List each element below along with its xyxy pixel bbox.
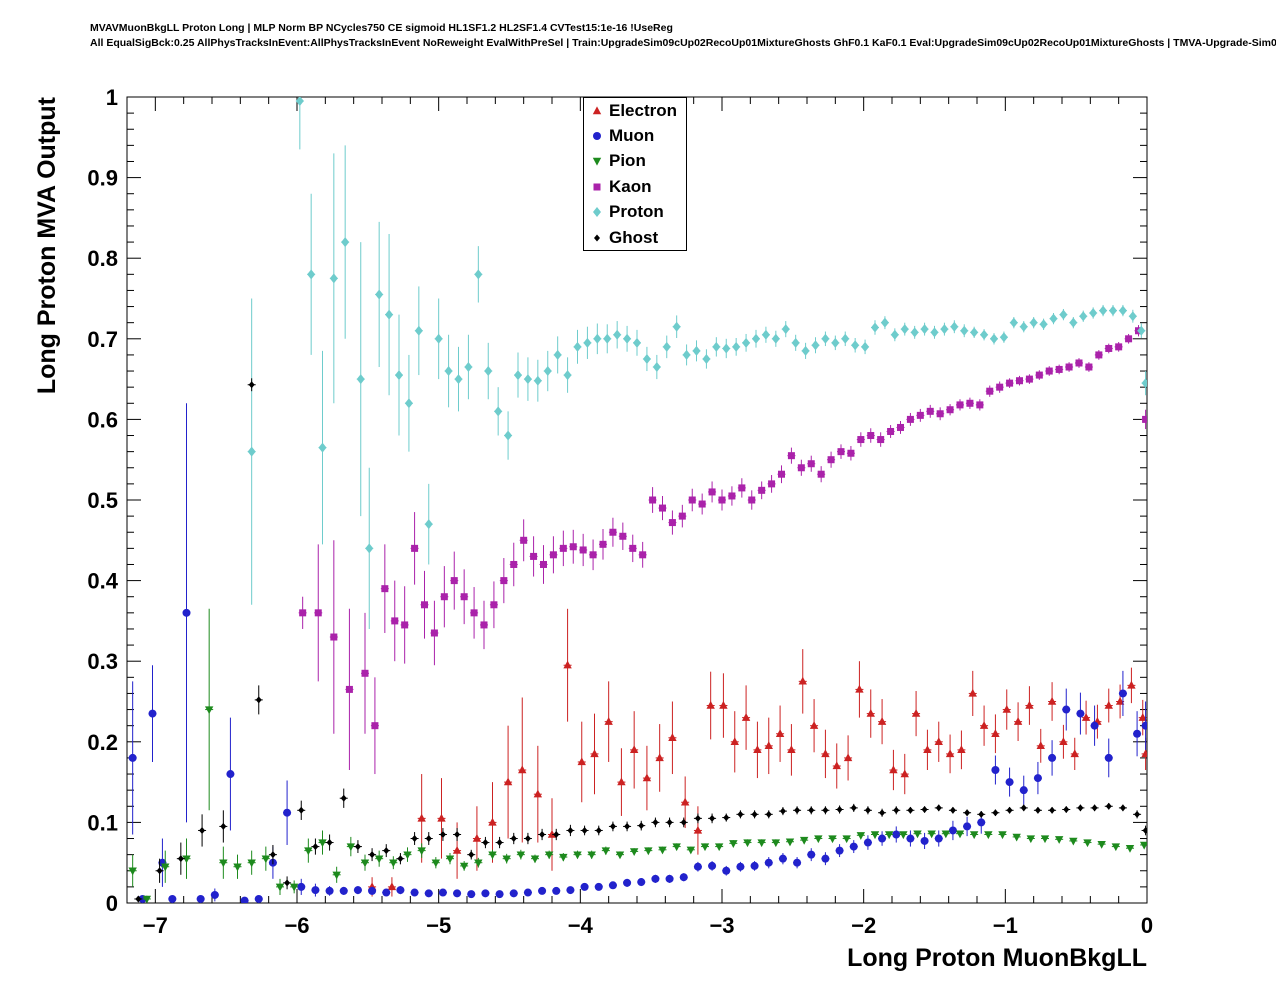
legend-entry-pion: Pion: [584, 149, 686, 174]
series-electron: [367, 608, 1147, 897]
x-tick-label: −2: [851, 913, 876, 938]
y-tick-label: 0.3: [87, 649, 118, 674]
y-tick-label: 0.2: [87, 730, 118, 755]
y-tick-label: 0.4: [87, 569, 118, 594]
legend-label: Muon: [609, 126, 655, 146]
ghost-marker-icon: [594, 234, 600, 242]
electron-marker-icon: [592, 106, 602, 114]
muon-marker-icon: [593, 132, 601, 141]
series-kaon: [298, 325, 1147, 775]
y-tick-label: 1: [106, 85, 118, 110]
legend-label: Kaon: [609, 176, 652, 196]
proton-marker-icon: [593, 207, 601, 218]
y-tick-label: 0: [106, 891, 118, 916]
legend-label: Ghost: [609, 227, 659, 247]
legend-entry-electron: Electron: [584, 98, 686, 123]
series-proton: [247, 97, 1147, 629]
legend-label: Electron: [609, 100, 678, 120]
x-axis-title: Long Proton MuonBkgLL: [847, 944, 1147, 972]
plot-title-line-2: All EqualSigBck:0.25 AllPhysTracksInEven…: [90, 37, 1276, 49]
plot-title-line-1: MVAVMuonBkgLL Proton Long | MLP Norm BP …: [90, 22, 673, 34]
y-axis-title: Long Proton MVA Output: [33, 97, 61, 395]
y-tick-label: 0.7: [87, 327, 118, 352]
x-tick-label: −3: [709, 913, 734, 938]
x-tick-label: −6: [284, 913, 309, 938]
legend-label: Pion: [609, 151, 646, 171]
kaon-marker-icon: [593, 183, 601, 191]
x-tick-label: −5: [426, 913, 451, 938]
y-tick-label: 0.1: [87, 810, 118, 835]
x-tick-label: 0: [1141, 913, 1153, 938]
series-pion: [128, 608, 1147, 903]
legend-label: Proton: [609, 202, 664, 222]
axis-ticks: [126, 96, 1148, 904]
x-tick-label: −1: [993, 913, 1018, 938]
data-points-layer: [128, 97, 1147, 903]
x-tick-label: −7: [143, 913, 168, 938]
legend-entry-proton: Proton: [584, 200, 686, 225]
series-ghost: [134, 378, 1147, 903]
legend-entry-ghost: Ghost: [584, 225, 686, 250]
legend-box: Electron Muon Pion Kaon Proton Ghost: [583, 97, 687, 252]
y-tick-label: 0.6: [87, 407, 118, 432]
legend-entry-muon: Muon: [584, 123, 686, 148]
legend-entry-kaon: Kaon: [584, 174, 686, 199]
x-tick-label: −4: [568, 913, 594, 938]
y-tick-label: 0.9: [87, 166, 118, 191]
pion-marker-icon: [592, 158, 602, 167]
y-tick-label: 0.5: [87, 488, 118, 513]
y-tick-label: 0.8: [87, 246, 118, 271]
series-muon: [128, 403, 1147, 903]
